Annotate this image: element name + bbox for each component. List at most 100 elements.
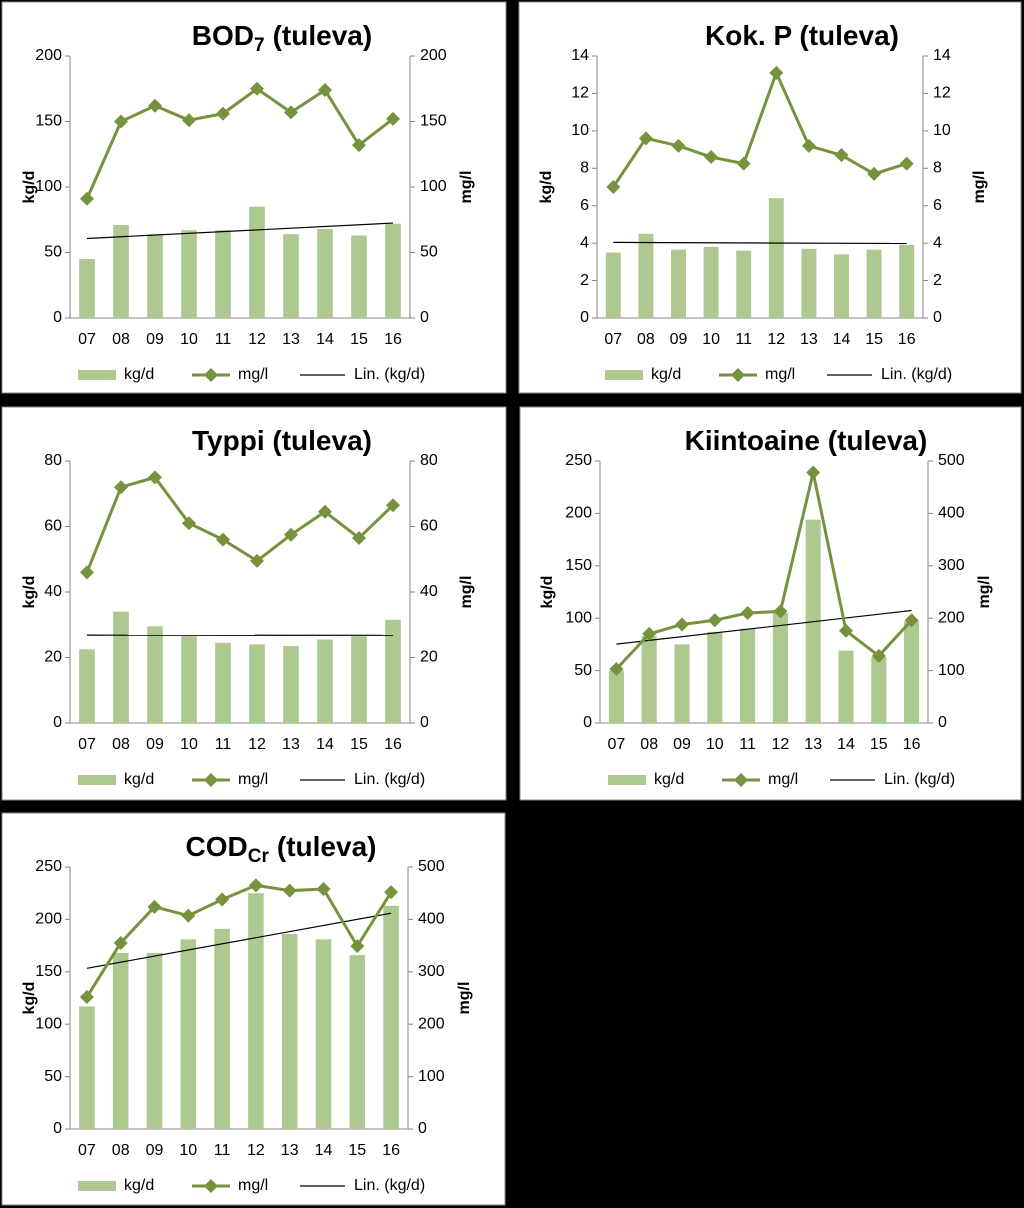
title-main: Kiintoaine (tuleva)	[685, 425, 928, 456]
legend-label: Lin. (kg/d)	[881, 366, 952, 383]
x-tick-label: 10	[706, 736, 724, 753]
y2-axis-label: mg/l	[458, 171, 475, 204]
y-tick-label: 50	[44, 1068, 62, 1085]
line-marker	[609, 662, 624, 677]
y2-tick-label: 14	[933, 47, 951, 64]
line-marker	[740, 605, 755, 620]
legend-label: kg/d	[124, 366, 154, 383]
y-tick-label: 200	[565, 505, 592, 522]
x-tick-label: 07	[608, 736, 626, 753]
legend-label: kg/d	[654, 771, 684, 788]
line-marker	[384, 885, 399, 900]
bar	[181, 230, 197, 318]
x-tick-label: 13	[800, 331, 818, 348]
bar	[638, 233, 654, 318]
y-tick-label: 60	[44, 518, 62, 535]
bar	[641, 636, 657, 723]
line-marker	[284, 105, 298, 120]
bar	[215, 642, 231, 723]
bar	[317, 639, 333, 723]
line-marker	[284, 527, 298, 542]
bar	[383, 905, 399, 1129]
chart-title: Kiintoaine (tuleva)	[685, 425, 928, 456]
bar	[215, 230, 231, 318]
bar	[608, 670, 624, 723]
y2-tick-label: 500	[418, 858, 445, 875]
bar	[385, 223, 401, 318]
bar	[283, 646, 299, 723]
line-marker	[282, 883, 297, 898]
x-tick-label: 09	[146, 331, 164, 348]
bar	[674, 644, 690, 723]
legend-label: kg/d	[651, 366, 681, 383]
x-tick-label: 16	[384, 736, 402, 753]
x-tick-label: 12	[247, 1142, 265, 1159]
x-tick-label: 09	[146, 736, 164, 753]
bar	[281, 934, 298, 1129]
bar	[871, 656, 887, 723]
y-tick-label: 100	[565, 609, 592, 626]
y2-tick-label: 100	[418, 1068, 445, 1085]
bar	[351, 235, 367, 318]
line-marker	[114, 114, 128, 129]
y2-tick-label: 2	[933, 272, 942, 289]
line-marker	[707, 613, 722, 628]
x-tick-label: 08	[112, 331, 130, 348]
bar	[79, 1006, 95, 1129]
x-tick-label: 12	[772, 736, 790, 753]
title-main: COD	[186, 831, 248, 862]
line-marker	[80, 191, 94, 206]
x-tick-label: 15	[865, 331, 883, 348]
y2-tick-label: 200	[418, 1015, 445, 1032]
y-tick-label: 100	[35, 1015, 62, 1032]
line-marker	[113, 935, 128, 950]
y-tick-label: 50	[574, 662, 592, 679]
x-tick-label: 09	[673, 736, 691, 753]
line-marker	[350, 939, 365, 954]
legend-label: mg/l	[765, 366, 795, 383]
y-tick-label: 20	[44, 649, 62, 666]
bar	[112, 952, 129, 1129]
bar	[147, 234, 163, 318]
line-marker	[316, 882, 331, 897]
x-tick-label: 15	[870, 736, 888, 753]
y-tick-label: 0	[580, 309, 589, 326]
line-marker	[899, 156, 914, 171]
legend-label: kg/d	[124, 771, 154, 788]
bar	[214, 928, 230, 1129]
line-marker	[386, 498, 400, 513]
chart-title: CODCr (tuleva)	[186, 831, 377, 867]
x-tick-label: 13	[804, 736, 822, 753]
line-marker	[79, 989, 94, 1004]
x-tick-label: 16	[384, 331, 402, 348]
y-axis-label: kg/d	[21, 982, 38, 1015]
x-tick-label: 09	[146, 1142, 164, 1159]
x-tick-label: 12	[248, 736, 266, 753]
y2-tick-label: 40	[420, 583, 438, 600]
line-marker	[675, 617, 689, 632]
chart-title: BOD7 (tuleva)	[192, 20, 372, 56]
line-marker	[867, 166, 882, 181]
x-tick-label: 14	[316, 736, 334, 753]
line-marker	[250, 81, 264, 96]
y2-axis-label: mg/l	[971, 171, 988, 204]
line-marker	[216, 532, 230, 547]
y2-tick-label: 4	[933, 234, 942, 251]
y2-tick-label: 0	[418, 1120, 427, 1137]
line-marker	[148, 98, 162, 113]
line-marker	[352, 138, 366, 153]
y-tick-label: 150	[565, 557, 592, 574]
y-tick-label: 250	[35, 858, 62, 875]
y2-tick-label: 0	[933, 309, 942, 326]
x-tick-label: 14	[316, 331, 334, 348]
bar	[180, 939, 197, 1129]
line	[612, 71, 908, 188]
x-tick-label: 14	[833, 331, 851, 348]
title-subscript: Cr	[248, 846, 270, 867]
chart-title: Kok. P (tuleva)	[705, 20, 899, 51]
x-tick-label: 10	[179, 1142, 197, 1159]
title-main: Typpi (tuleva)	[192, 425, 372, 456]
legend-swatch	[204, 1179, 218, 1193]
y-tick-label: 0	[583, 714, 592, 731]
